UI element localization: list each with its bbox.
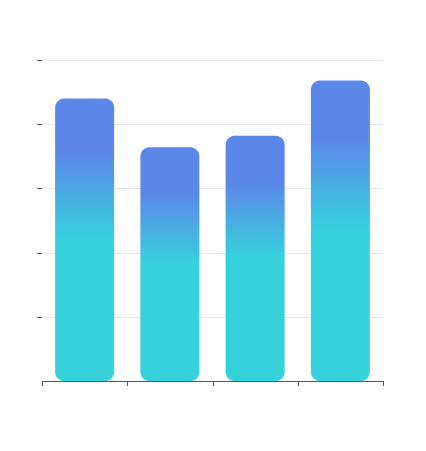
bar-2 [140,147,199,381]
bars [55,81,370,381]
bar-4 [311,81,370,381]
bar-3 [226,136,285,381]
bar-1 [55,99,114,381]
